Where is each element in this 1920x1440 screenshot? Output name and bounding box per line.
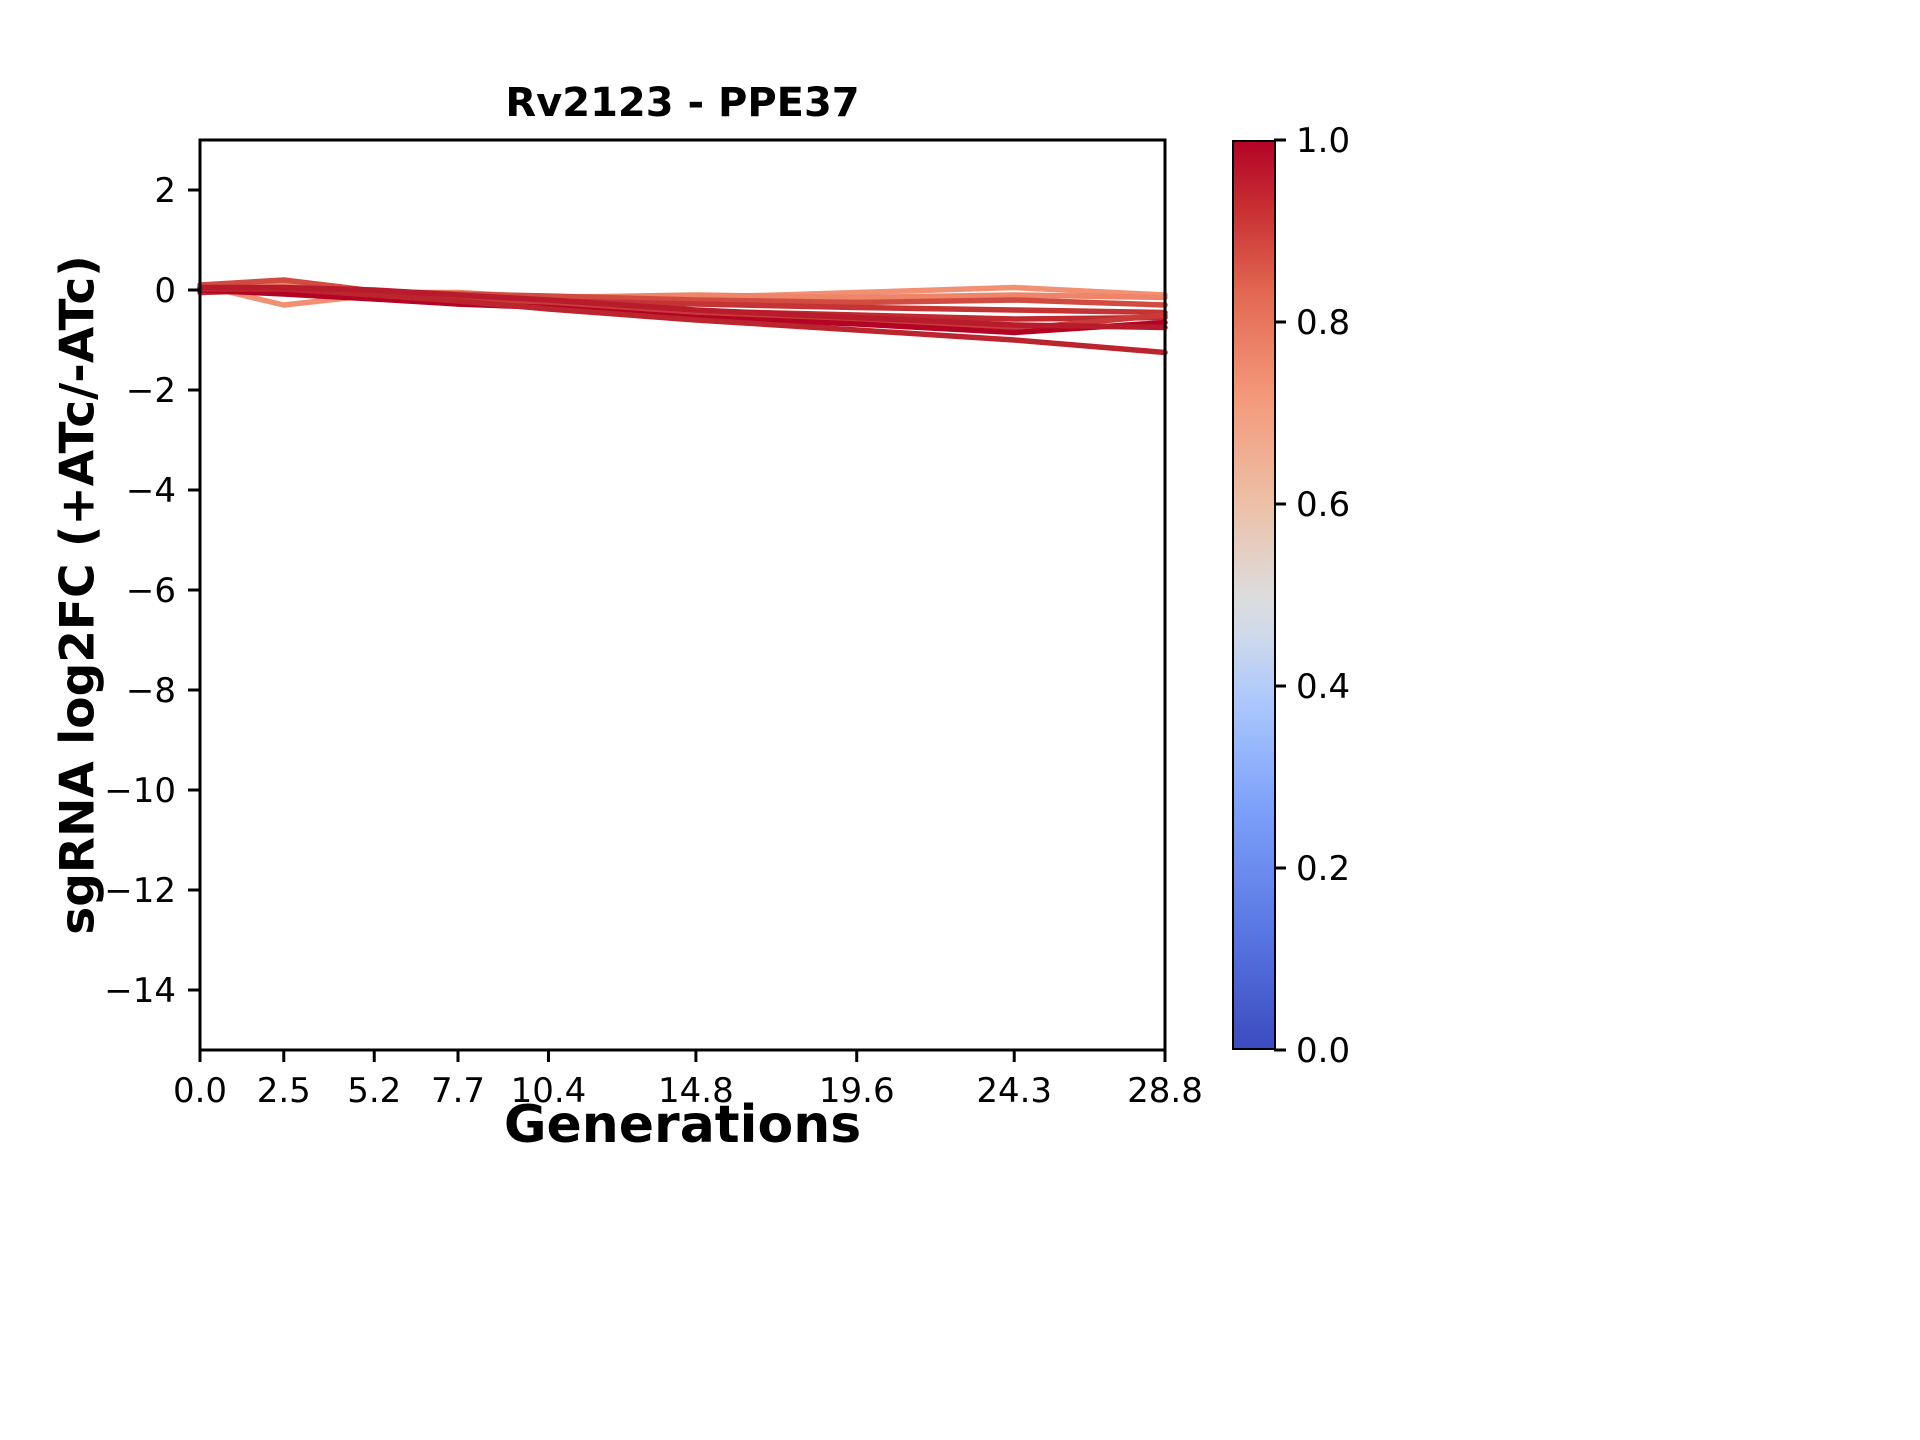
y-tick-label: −6 (126, 571, 176, 611)
y-tick-label: −4 (126, 471, 176, 511)
y-tick-label: −2 (126, 371, 176, 411)
x-tick-label: 0.0 (173, 1071, 227, 1111)
y-tick-label: 0 (154, 271, 176, 311)
x-tick-label: 14.8 (658, 1071, 734, 1111)
y-tick-label: −14 (104, 971, 176, 1011)
colorbar-tick-label: 1.0 (1296, 121, 1350, 161)
x-tick-label: 19.6 (819, 1071, 895, 1111)
colorbar-tick-label: 0.2 (1296, 849, 1350, 889)
x-tick-label: 10.4 (511, 1071, 587, 1111)
colorbar-tick-label: 0.4 (1296, 667, 1350, 707)
colorbar-tick-label: 0.8 (1296, 303, 1350, 343)
x-axis-label: Generations (503, 1095, 862, 1155)
x-tick-label: 28.8 (1127, 1071, 1203, 1111)
x-tick-label: 7.7 (431, 1071, 485, 1111)
series-line (197, 284, 1168, 331)
y-tick-label: −10 (104, 771, 176, 811)
x-tick-label: 5.2 (347, 1071, 401, 1111)
y-tick-label: −8 (126, 671, 176, 711)
y-tick-label: −12 (104, 871, 176, 911)
x-tick-label: 2.5 (257, 1071, 311, 1111)
axes-frame (198, 138, 1167, 1052)
series-line (197, 277, 1168, 308)
colorbar-tick-label: 0.0 (1296, 1031, 1350, 1071)
colorbar-tick-label: 0.6 (1296, 485, 1350, 525)
x-tick-label: 24.3 (976, 1071, 1052, 1111)
colorbar-gradient (1232, 140, 1276, 1050)
chart-title: Rv2123 - PPE37 (505, 80, 860, 126)
y-tick-label: 2 (154, 171, 176, 211)
